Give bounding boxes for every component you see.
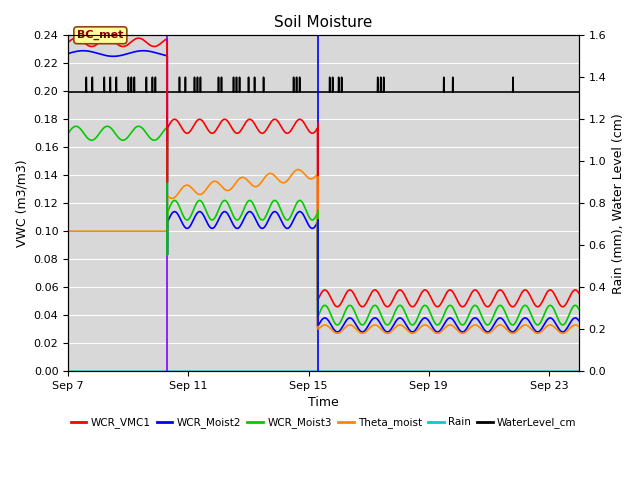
Y-axis label: VWC (m3/m3): VWC (m3/m3) [15,159,28,247]
Legend: WCR_VMC1, WCR_Moist2, WCR_Moist3, Theta_moist, Rain, WaterLevel_cm: WCR_VMC1, WCR_Moist2, WCR_Moist3, Theta_… [67,413,580,432]
Y-axis label: Rain (mm), Water Level (cm): Rain (mm), Water Level (cm) [612,113,625,294]
X-axis label: Time: Time [308,396,339,409]
Title: Soil Moisture: Soil Moisture [275,15,372,30]
Text: BC_met: BC_met [77,30,124,40]
